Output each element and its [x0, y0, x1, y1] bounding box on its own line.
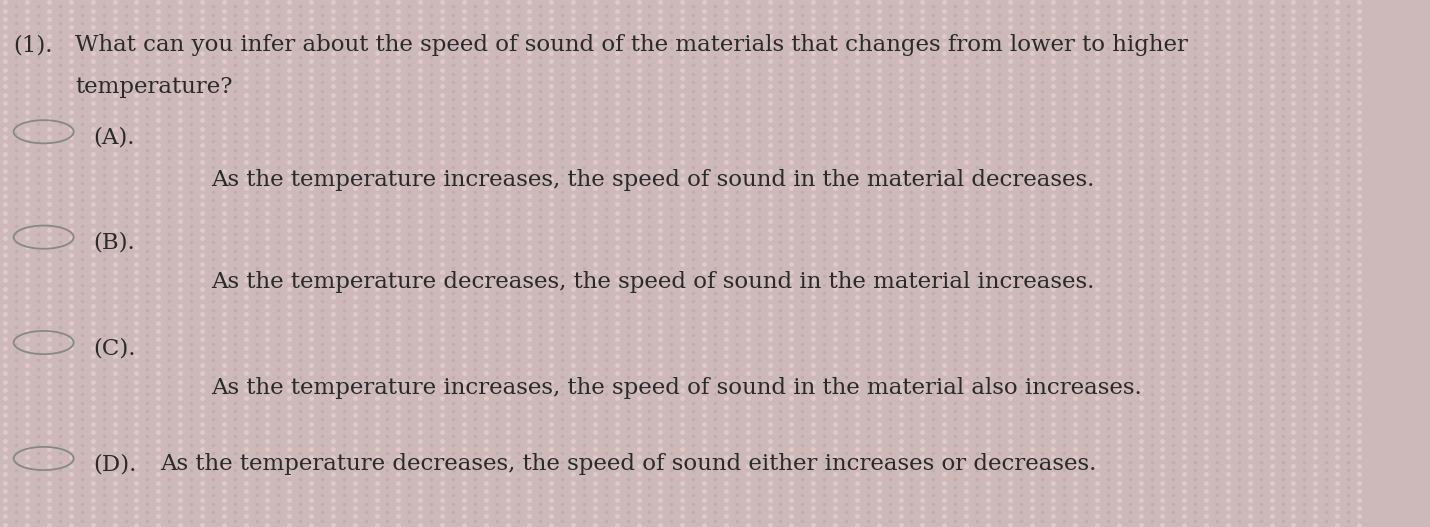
Text: As the temperature increases, the speed of sound in the material decreases.: As the temperature increases, the speed …: [212, 169, 1095, 191]
Text: (1).: (1).: [14, 34, 53, 56]
Text: (B).: (B).: [93, 232, 134, 254]
Text: (A).: (A).: [93, 126, 134, 149]
Text: What can you infer about the speed of sound of the materials that changes from l: What can you infer about the speed of so…: [74, 34, 1188, 56]
Text: As the temperature decreases, the speed of sound either increases or decreases.: As the temperature decreases, the speed …: [160, 453, 1095, 475]
Text: (D).: (D).: [93, 453, 136, 475]
Text: (C).: (C).: [93, 337, 136, 359]
Text: temperature?: temperature?: [74, 76, 233, 99]
Text: As the temperature decreases, the speed of sound in the material increases.: As the temperature decreases, the speed …: [212, 271, 1095, 294]
Text: As the temperature increases, the speed of sound in the material also increases.: As the temperature increases, the speed …: [212, 377, 1143, 399]
